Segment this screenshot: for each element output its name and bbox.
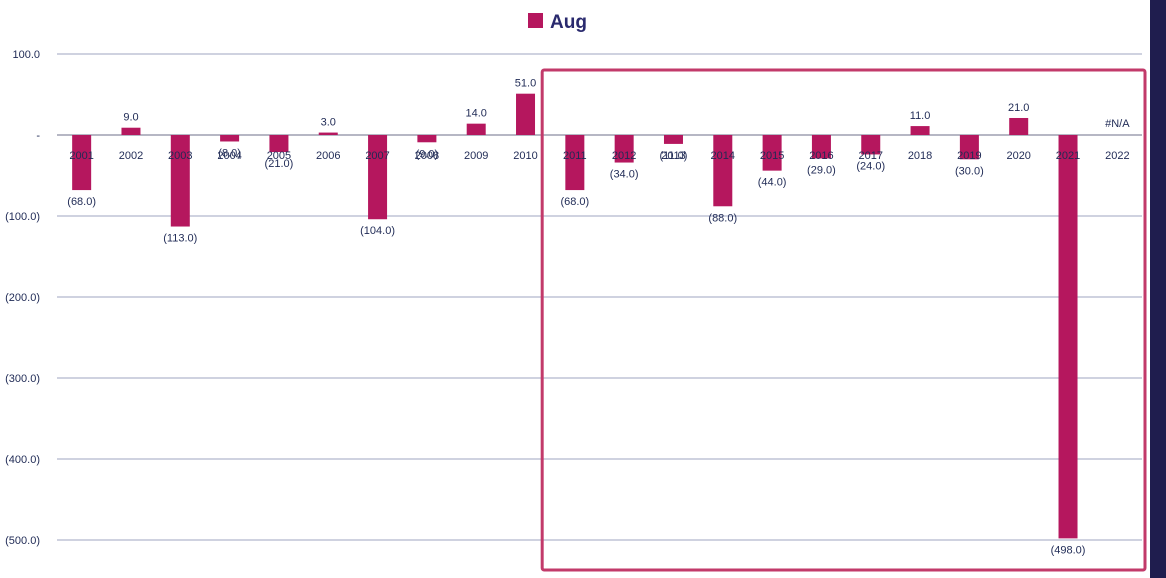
data-label: (498.0) xyxy=(1051,544,1086,556)
y-tick-label: (500.0) xyxy=(5,535,40,547)
data-label: (104.0) xyxy=(360,225,395,237)
x-tick-label: 2001 xyxy=(69,150,93,162)
bar-2008 xyxy=(417,135,437,143)
data-label: (29.0) xyxy=(807,164,836,176)
gridlines xyxy=(57,53,1142,541)
x-tick-label: 2010 xyxy=(513,150,537,162)
legend: Aug xyxy=(528,12,587,33)
bar-2012 xyxy=(614,135,634,163)
x-tick-label: 2003 xyxy=(168,150,192,162)
x-tick-label: 2015 xyxy=(760,150,784,162)
data-label: (21.0) xyxy=(265,158,294,170)
y-tick-label: (200.0) xyxy=(5,292,40,304)
highlight-rectangle xyxy=(540,68,1147,572)
bar-2003 xyxy=(170,135,190,227)
y-tick-label: - xyxy=(36,130,40,142)
x-tick-label: 2022 xyxy=(1105,150,1129,162)
x-tick-label: 2020 xyxy=(1006,150,1030,162)
bar-2017 xyxy=(861,135,881,155)
x-tick-label: 2019 xyxy=(957,150,981,162)
bar-2016 xyxy=(811,135,831,159)
data-label: (9.0) xyxy=(416,148,439,160)
bar-2011 xyxy=(565,135,585,191)
legend-label: Aug xyxy=(550,12,587,33)
data-label: (34.0) xyxy=(610,169,639,181)
legend-swatch xyxy=(528,13,543,28)
data-label: (68.0) xyxy=(560,196,589,208)
data-label: (44.0) xyxy=(758,177,787,189)
x-tick-label: 2016 xyxy=(809,150,833,162)
x-tick-label: 2008 xyxy=(415,150,439,162)
x-tick-label: 2009 xyxy=(464,150,488,162)
bar-2013 xyxy=(663,135,683,144)
data-label: (30.0) xyxy=(955,165,984,177)
data-label: (24.0) xyxy=(856,160,885,172)
bar-2001 xyxy=(72,135,92,191)
x-tick-label: 2004 xyxy=(217,150,241,162)
bar-2018 xyxy=(910,126,930,135)
data-label: 11.0 xyxy=(910,110,931,122)
data-label: (68.0) xyxy=(67,196,96,208)
data-label: (8.0) xyxy=(218,147,241,159)
bar-2002 xyxy=(121,127,141,135)
x-tick-label: 2013 xyxy=(661,150,685,162)
x-tick-label: 2005 xyxy=(267,150,291,162)
data-label: #N/A xyxy=(1105,118,1130,130)
bar-2014 xyxy=(713,135,733,207)
x-tick-label: 2012 xyxy=(612,150,636,162)
x-tick-label: 2014 xyxy=(711,150,735,162)
x-tick-label: 2017 xyxy=(859,150,883,162)
bars xyxy=(72,93,1078,539)
data-label: 51.0 xyxy=(515,78,536,90)
x-tick-label: 2007 xyxy=(365,150,389,162)
bar-2005 xyxy=(269,135,289,153)
bar-2021 xyxy=(1058,135,1078,539)
bar-2009 xyxy=(466,123,486,135)
bar-2004 xyxy=(220,135,240,142)
highlight-box xyxy=(540,68,1147,572)
x-tick-label: 2002 xyxy=(119,150,143,162)
data-labels: (68.0) 9.0 (113.0) (8.0) (21.0) 3.0 (104.0) (9.… xyxy=(67,78,1130,557)
y-tick-label: 100.0 xyxy=(12,49,40,61)
data-label: 21.0 xyxy=(1008,102,1029,114)
x-tick-label: 2011 xyxy=(563,150,587,162)
data-label: (88.0) xyxy=(708,212,737,224)
x-tick-label: 2018 xyxy=(908,150,932,162)
data-label: (113.0) xyxy=(163,233,197,245)
bar-2010 xyxy=(516,93,536,135)
y-tick-label: (300.0) xyxy=(5,373,40,385)
bar-2006 xyxy=(318,132,338,135)
data-label: 14.0 xyxy=(465,108,486,120)
y-tick-label: (100.0) xyxy=(5,211,40,223)
x-tick-label: 2021 xyxy=(1056,150,1080,162)
x-tick-label: 2006 xyxy=(316,150,340,162)
bar-2007 xyxy=(368,135,388,220)
data-label: 3.0 xyxy=(321,117,336,129)
x-axis-ticks: 2001 2002 2003 2004 2005 2006 2007 2008 2009 2010… xyxy=(69,150,1129,162)
bar-2019 xyxy=(959,135,979,160)
y-tick-label: (400.0) xyxy=(5,454,40,466)
data-label: (11.0) xyxy=(660,150,688,162)
data-label: 9.0 xyxy=(123,112,138,124)
bar-2015 xyxy=(762,135,782,171)
bar-2020 xyxy=(1009,117,1029,135)
y-axis-ticks: 100.0 - (100.0) (200.0) (300.0) (400.0) (500.0… xyxy=(5,49,40,547)
